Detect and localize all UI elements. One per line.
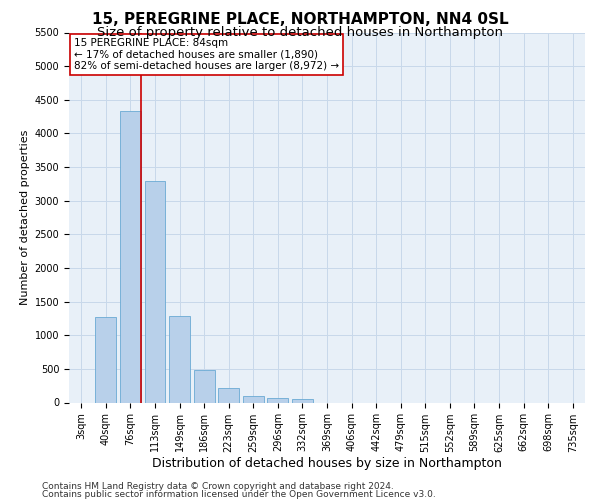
Bar bbox=[169, 316, 190, 402]
X-axis label: Distribution of detached houses by size in Northampton: Distribution of detached houses by size … bbox=[152, 458, 502, 470]
Bar bbox=[145, 180, 166, 402]
Bar bbox=[194, 370, 215, 402]
Text: Size of property relative to detached houses in Northampton: Size of property relative to detached ho… bbox=[97, 26, 503, 39]
Bar bbox=[243, 396, 264, 402]
Bar bbox=[292, 399, 313, 402]
Bar bbox=[95, 317, 116, 402]
Text: Contains HM Land Registry data © Crown copyright and database right 2024.: Contains HM Land Registry data © Crown c… bbox=[42, 482, 394, 491]
Bar bbox=[218, 388, 239, 402]
Y-axis label: Number of detached properties: Number of detached properties bbox=[20, 130, 31, 305]
Bar bbox=[120, 110, 141, 403]
Text: Contains public sector information licensed under the Open Government Licence v3: Contains public sector information licen… bbox=[42, 490, 436, 499]
Text: 15, PEREGRINE PLACE, NORTHAMPTON, NN4 0SL: 15, PEREGRINE PLACE, NORTHAMPTON, NN4 0S… bbox=[92, 12, 508, 28]
Text: 15 PEREGRINE PLACE: 84sqm
← 17% of detached houses are smaller (1,890)
82% of se: 15 PEREGRINE PLACE: 84sqm ← 17% of detac… bbox=[74, 38, 339, 71]
Bar bbox=[268, 398, 289, 402]
